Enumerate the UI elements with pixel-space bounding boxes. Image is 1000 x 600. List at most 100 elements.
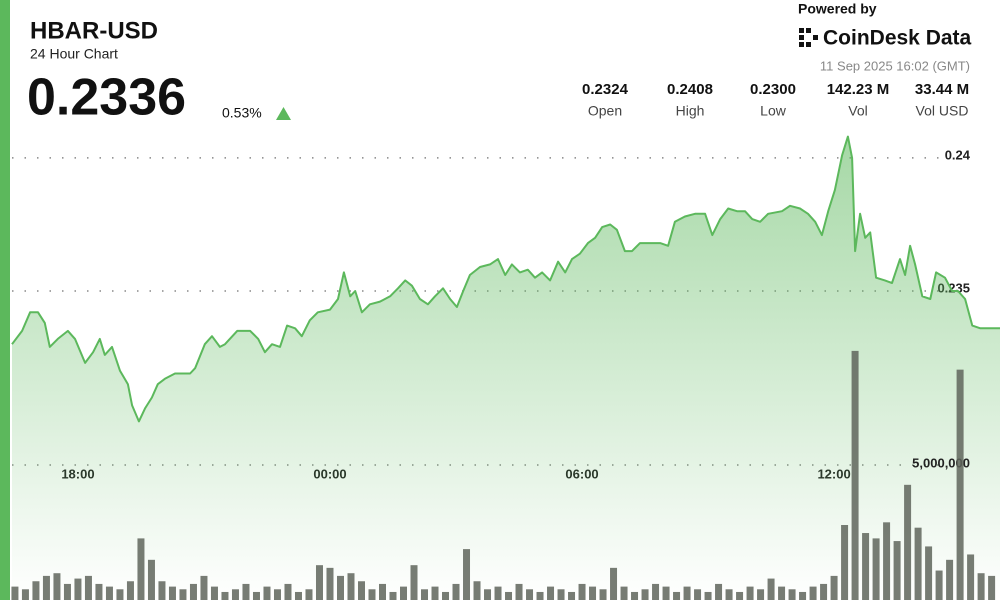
- volume-bar: [736, 591, 744, 600]
- volume-bar: [914, 527, 922, 600]
- volume-bar: [463, 549, 471, 600]
- stat-value: 0.2324: [582, 81, 629, 98]
- volume-bar: [263, 586, 271, 600]
- stat-label: Vol USD: [916, 103, 969, 119]
- volume-bar: [935, 570, 943, 600]
- volume-bar: [578, 583, 586, 600]
- volume-bar: [925, 546, 933, 600]
- volume-bar: [547, 586, 555, 600]
- volume-bar: [956, 369, 964, 600]
- volume-bar: [557, 589, 565, 600]
- volume-bar: [778, 586, 786, 600]
- volume-bar: [147, 559, 155, 600]
- volume-bar: [872, 538, 880, 600]
- volume-bar: [568, 591, 576, 600]
- volume-bar: [473, 581, 481, 600]
- volume-bar: [137, 538, 145, 600]
- stat-label: Vol: [848, 103, 867, 119]
- volume-bar: [63, 583, 71, 600]
- volume-bar: [988, 575, 996, 600]
- volume-bar: [221, 591, 229, 600]
- volume-bar: [799, 591, 807, 600]
- volume-bar: [820, 583, 828, 600]
- volume-bar: [652, 583, 660, 600]
- volume-bar: [767, 578, 775, 600]
- volume-bar: [725, 589, 733, 600]
- timestamp: 11 Sep 2025 16:02 (GMT): [820, 58, 970, 73]
- volume-bar: [179, 589, 187, 600]
- volume-bar: [368, 589, 376, 600]
- volume-bar: [515, 583, 523, 600]
- volume-bar: [683, 586, 691, 600]
- subtitle: 24 Hour Chart: [30, 46, 118, 62]
- volume-bar: [484, 589, 492, 600]
- volume-bar: [883, 522, 891, 600]
- powered-by: Powered by: [798, 1, 877, 17]
- volume-bar: [641, 589, 649, 600]
- volume-bar: [32, 581, 40, 600]
- brand: CoinDesk Data: [823, 27, 972, 50]
- volume-bar: [252, 591, 260, 600]
- volume-bar: [189, 583, 197, 600]
- volume-bar: [242, 583, 250, 600]
- volume-bar: [273, 589, 281, 600]
- volume-bar: [11, 586, 19, 600]
- stat-label: Low: [760, 103, 787, 119]
- volume-bar: [326, 567, 334, 600]
- volume-bar: [589, 586, 597, 600]
- volume-bar: [809, 586, 817, 600]
- volume-bar: [830, 575, 838, 600]
- volume-bar: [95, 583, 103, 600]
- stats: 0.2324 Open 0.2408 High 0.2300 Low 142.2…: [582, 81, 969, 119]
- accent-bar: [0, 0, 10, 600]
- volume-bar: [841, 525, 849, 600]
- symbol: HBAR-USD: [30, 17, 158, 44]
- volume-bar: [662, 586, 670, 600]
- volume-bar: [494, 586, 502, 600]
- volume-bar: [294, 591, 302, 600]
- volume-bar: [284, 583, 292, 600]
- stat-label: Open: [588, 103, 622, 119]
- volume-bar: [210, 586, 218, 600]
- stat-value: 0.2408: [667, 81, 713, 98]
- volume-bar: [231, 589, 239, 600]
- volume-bar: [893, 541, 901, 600]
- volume-bar: [158, 581, 166, 600]
- volume-bar: [946, 559, 954, 600]
- volume-bar: [315, 565, 323, 600]
- stat-value: 142.23 M: [827, 81, 890, 98]
- price: 0.2336: [27, 69, 186, 127]
- price-line: [11, 135, 1000, 423]
- volume-bar: [746, 586, 754, 600]
- volume-bar: [200, 575, 208, 600]
- volume-bar: [431, 586, 439, 600]
- volume-bar: [610, 567, 618, 600]
- volume-bar: [389, 591, 397, 600]
- volume-bar: [757, 589, 765, 600]
- volume-bar: [599, 589, 607, 600]
- volume-bar: [421, 589, 429, 600]
- stat-label: High: [676, 103, 705, 119]
- change: 0.53%: [222, 105, 262, 121]
- volume-bar: [116, 589, 124, 600]
- volume-bar: [967, 554, 975, 600]
- volume-bar: [452, 583, 460, 600]
- volume-bar: [42, 575, 50, 600]
- volume-bar: [620, 586, 628, 600]
- area-fill: [12, 136, 1000, 600]
- up-arrow: [276, 107, 291, 120]
- volume-bar: [105, 586, 113, 600]
- volume-bar: [74, 578, 82, 600]
- volume-bar: [336, 575, 344, 600]
- y-tick-label: 0.24: [945, 147, 971, 162]
- volume-bar: [694, 589, 702, 600]
- volume-bar: [536, 591, 544, 600]
- volume-bar: [715, 583, 723, 600]
- volume-bar: [347, 573, 355, 600]
- volume-bar: [21, 589, 29, 600]
- volume-bar: [53, 573, 61, 600]
- stat-value: 0.2300: [750, 81, 796, 98]
- volume-bar: [788, 589, 796, 600]
